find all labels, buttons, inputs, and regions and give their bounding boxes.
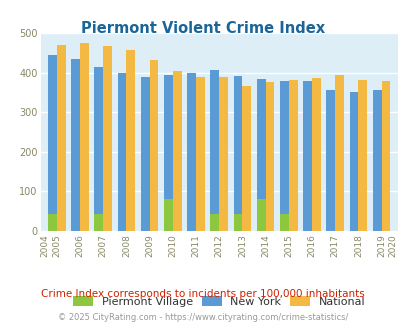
Bar — [265, 82, 274, 231]
Bar — [372, 90, 381, 231]
Bar — [256, 79, 265, 231]
Bar — [94, 214, 103, 231]
Bar — [196, 77, 205, 231]
Bar — [256, 199, 265, 231]
Bar — [126, 50, 135, 231]
Bar — [117, 73, 126, 231]
Bar — [164, 75, 173, 231]
Bar — [326, 90, 335, 231]
Bar — [233, 214, 242, 231]
Bar — [48, 214, 57, 231]
Bar — [173, 71, 181, 231]
Bar — [94, 67, 103, 231]
Text: Crime Index corresponds to incidents per 100,000 inhabitants: Crime Index corresponds to incidents per… — [41, 289, 364, 299]
Bar — [164, 199, 173, 231]
Bar — [288, 80, 297, 231]
Bar — [57, 45, 66, 231]
Bar — [210, 70, 219, 231]
Text: © 2025 CityRating.com - https://www.cityrating.com/crime-statistics/: © 2025 CityRating.com - https://www.city… — [58, 313, 347, 322]
Bar — [187, 73, 196, 231]
Bar — [149, 60, 158, 231]
Bar — [80, 43, 89, 231]
Text: Piermont Violent Crime Index: Piermont Violent Crime Index — [81, 21, 324, 36]
Bar — [242, 86, 251, 231]
Legend: Piermont Village, New York, National: Piermont Village, New York, National — [72, 296, 365, 307]
Bar — [48, 55, 57, 231]
Bar — [335, 75, 343, 231]
Bar — [303, 81, 311, 231]
Bar — [141, 77, 149, 231]
Bar — [279, 81, 288, 231]
Bar — [71, 59, 80, 231]
Bar — [233, 76, 242, 231]
Bar — [279, 214, 288, 231]
Bar — [311, 78, 320, 231]
Bar — [103, 46, 112, 231]
Bar — [381, 81, 390, 231]
Bar — [349, 92, 358, 231]
Bar — [219, 77, 228, 231]
Bar — [210, 214, 219, 231]
Bar — [358, 80, 367, 231]
